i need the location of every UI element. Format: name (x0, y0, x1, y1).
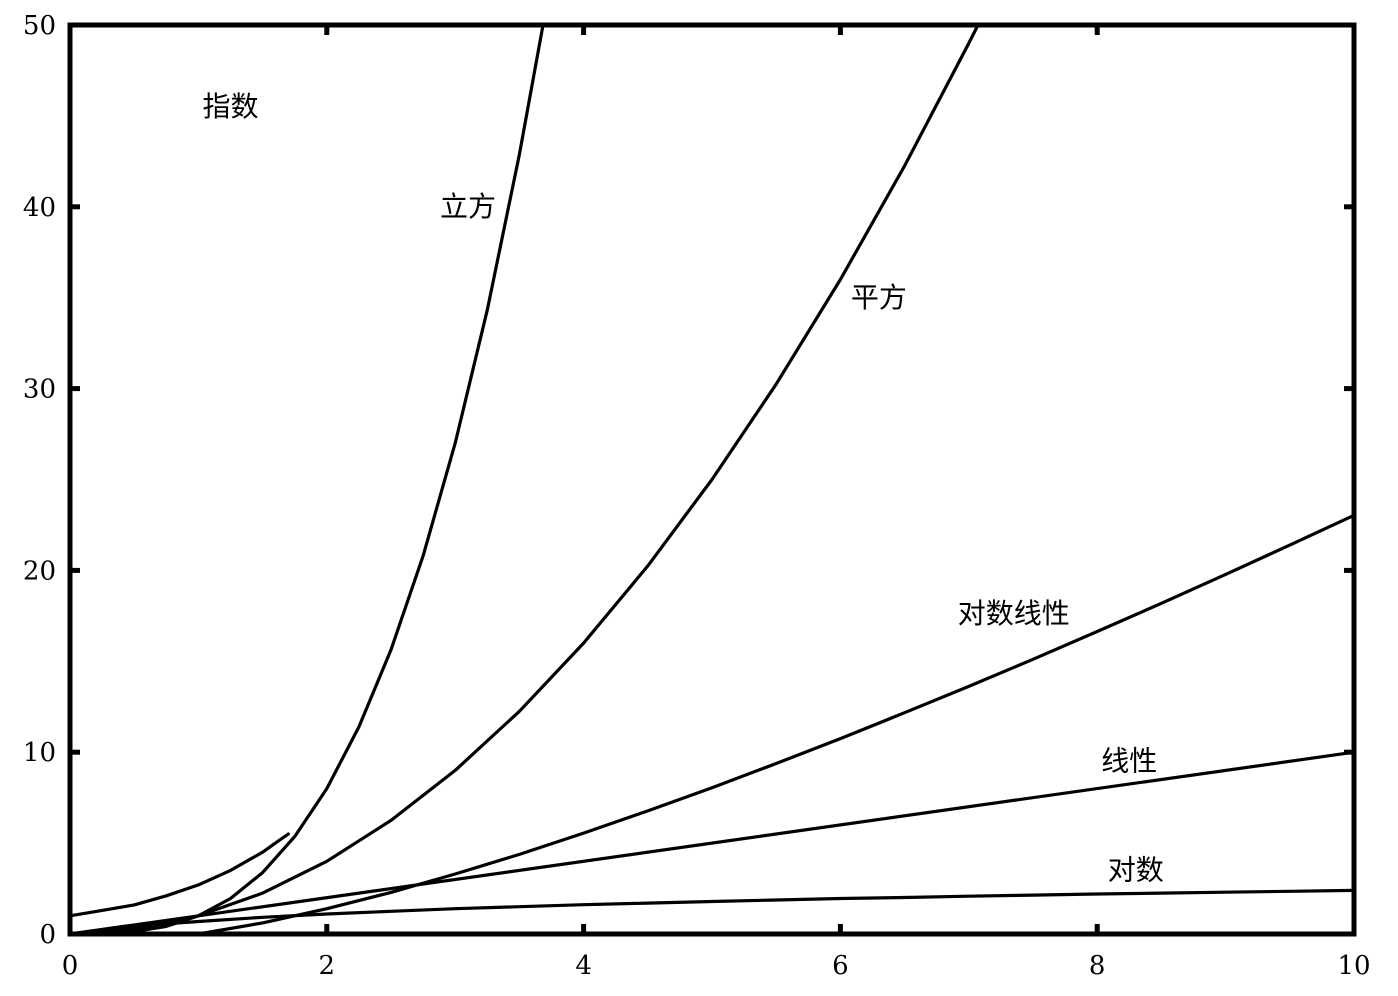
series-line-2 (68, 23, 980, 936)
x-tick-label-5: 10 (1337, 951, 1370, 981)
series-label-4: 线性 (1101, 744, 1157, 777)
series-label-2: 平方 (851, 281, 907, 314)
series-label-5: 对数 (1108, 853, 1164, 886)
series-line-0 (68, 832, 290, 918)
y-tick-label-5: 50 (23, 11, 56, 41)
series-label-1: 立方 (440, 190, 496, 223)
series-line-1 (68, 26, 545, 936)
y-tick-label-2: 20 (23, 556, 56, 586)
y-tick-label-4: 40 (23, 193, 56, 223)
axis-tick-labels: 0 2 4 6 8 10 0 10 20 30 40 50 (23, 11, 1371, 981)
series-line-3 (68, 513, 1356, 936)
x-tick-label-0: 0 (62, 951, 79, 981)
series-line-4 (68, 750, 1356, 936)
y-tick-label-1: 10 (23, 738, 56, 768)
x-tick-label-4: 8 (1089, 951, 1106, 981)
series-curves (68, 23, 1356, 936)
y-tick-label-0: 0 (39, 920, 56, 950)
series-label-3: 对数线性 (958, 597, 1070, 630)
series-label-0: 指数 (202, 90, 258, 123)
x-tick-label-2: 4 (575, 951, 592, 981)
y-tick-label-3: 30 (23, 375, 56, 405)
series-line-5 (68, 888, 1356, 936)
x-tick-label-1: 2 (319, 951, 336, 981)
x-tick-label-3: 6 (832, 951, 849, 981)
plot-frame (67, 22, 1357, 937)
